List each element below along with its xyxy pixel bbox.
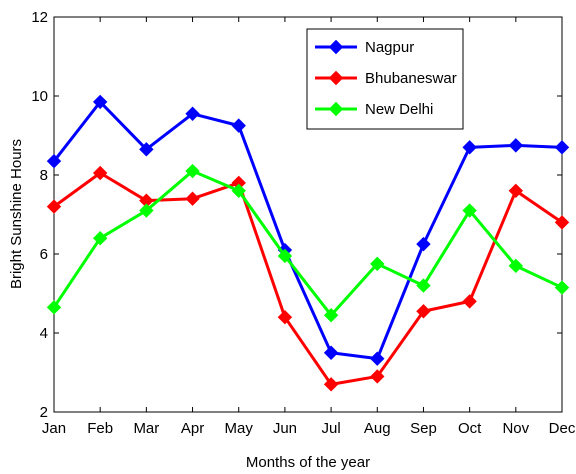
data-point bbox=[323, 308, 339, 323]
legend-swatch-marker bbox=[328, 101, 344, 117]
data-point bbox=[277, 248, 293, 264]
data-point bbox=[231, 183, 246, 199]
data-point bbox=[508, 183, 524, 199]
data-point bbox=[46, 300, 62, 315]
data-point bbox=[323, 345, 339, 360]
legend-label: Bhubaneswar bbox=[365, 70, 457, 87]
y-tick-label: 10 bbox=[31, 88, 48, 105]
legend-swatch-marker bbox=[328, 39, 344, 55]
data-point bbox=[416, 278, 431, 293]
x-tick-label: Aug bbox=[364, 420, 391, 437]
x-tick-label: Jul bbox=[321, 420, 340, 437]
data-point bbox=[370, 369, 385, 384]
legend-label: New Delhi bbox=[365, 101, 433, 118]
x-tick-label: Apr bbox=[181, 420, 204, 437]
x-tick-label: May bbox=[225, 420, 254, 437]
y-axis: 2 4 6 8 10 12 bbox=[31, 9, 562, 421]
x-axis-title: Months of the year bbox=[246, 454, 370, 471]
data-point bbox=[554, 215, 570, 230]
data-point bbox=[416, 304, 431, 319]
y-tick-label: 12 bbox=[31, 9, 48, 26]
data-point bbox=[323, 377, 339, 392]
data-point bbox=[462, 140, 477, 155]
y-tick-label: 2 bbox=[40, 404, 48, 421]
x-tick-label: Sep bbox=[410, 420, 437, 437]
data-point bbox=[139, 203, 154, 218]
data-point bbox=[370, 256, 385, 272]
y-tick-label: 6 bbox=[40, 246, 48, 263]
data-point bbox=[554, 140, 570, 155]
data-point bbox=[554, 280, 570, 295]
x-tick-label: Oct bbox=[458, 420, 482, 437]
data-point bbox=[508, 138, 524, 153]
data-point bbox=[416, 236, 431, 252]
data-point bbox=[185, 163, 200, 179]
data-point bbox=[231, 118, 246, 133]
legend-label: Nagpur bbox=[365, 39, 414, 56]
data-point bbox=[462, 203, 477, 218]
data-point bbox=[92, 230, 108, 246]
x-tick-label: Dec bbox=[549, 420, 576, 437]
data-point bbox=[92, 165, 108, 181]
data-point bbox=[92, 94, 108, 110]
y-tick-label: 4 bbox=[40, 325, 48, 342]
series-line bbox=[52, 169, 563, 317]
data-point bbox=[277, 309, 293, 325]
data-point bbox=[46, 153, 62, 169]
series-layer bbox=[46, 94, 570, 392]
series-line bbox=[52, 100, 563, 361]
x-tick-label: Jan bbox=[42, 420, 66, 437]
data-point bbox=[185, 106, 200, 121]
x-tick-label: Feb bbox=[87, 420, 113, 437]
series-line bbox=[53, 171, 563, 386]
data-point bbox=[508, 258, 524, 274]
y-tick-label: 8 bbox=[40, 167, 48, 184]
legend-swatch-marker bbox=[328, 70, 344, 86]
y-axis-title: Bright Sunshine Hours bbox=[8, 139, 25, 289]
x-tick-label: Jun bbox=[273, 420, 297, 437]
x-tick-label: Nov bbox=[502, 420, 529, 437]
x-tick-label: Mar bbox=[133, 420, 159, 437]
data-point bbox=[139, 142, 154, 157]
data-point bbox=[462, 294, 477, 309]
data-point bbox=[370, 351, 385, 366]
legend: Nagpur Bhubaneswar New Delhi bbox=[306, 28, 464, 130]
data-point bbox=[46, 199, 62, 214]
x-axis: Jan Feb Mar Apr May Jun Jul Aug Sep Oct Nov Dec bbox=[42, 17, 576, 437]
data-point bbox=[185, 191, 200, 206]
